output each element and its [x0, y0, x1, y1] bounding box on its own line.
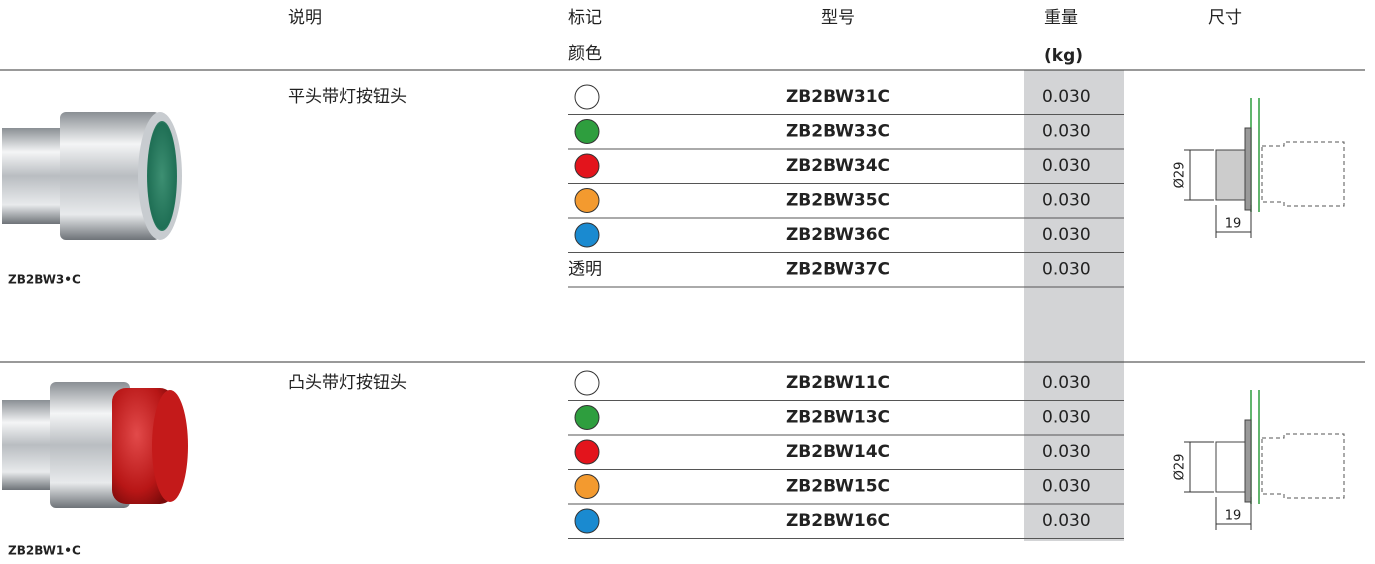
weight: 0.030	[1042, 225, 1091, 245]
model: ZB2BW35C	[786, 191, 890, 211]
product-code: ZB2BW1•C	[8, 544, 81, 558]
dimension-drawing: Ø29 19	[1173, 98, 1345, 238]
model: ZB2BW36C	[786, 225, 890, 245]
color-swatch	[574, 370, 600, 396]
weight: 0.030	[1042, 442, 1091, 462]
weight: 0.030	[1042, 191, 1091, 211]
weight: 0.030	[1042, 373, 1091, 393]
product-image	[2, 112, 182, 240]
color-swatch	[574, 439, 600, 465]
body-outline	[1244, 127, 1252, 211]
weight: 0.030	[1042, 260, 1091, 280]
model: ZB2BW31C	[786, 87, 890, 107]
model: ZB2BW14C	[786, 442, 890, 462]
weight: 0.030	[1042, 87, 1091, 107]
weight: 0.030	[1042, 156, 1091, 176]
color-swatch	[574, 508, 600, 534]
head-outline	[1215, 441, 1246, 493]
color-swatch	[574, 119, 600, 144]
weight: 0.030	[1042, 477, 1091, 497]
header-weight: 重量	[1044, 8, 1078, 28]
dim-label: 19	[1225, 217, 1242, 232]
header-description: 说明	[288, 8, 322, 28]
color-swatch	[574, 474, 600, 499]
model: ZB2BW33C	[786, 122, 890, 142]
header-weight-unit: (kg)	[1044, 46, 1083, 66]
color-swatch	[574, 84, 600, 110]
header-color: 标记	[568, 8, 602, 28]
model: ZB2BW34C	[786, 156, 890, 176]
dim-label: Ø29	[1173, 162, 1188, 189]
weight: 0.030	[1042, 511, 1091, 531]
description: 凸头带灯按钮头	[288, 373, 407, 393]
color-swatch	[574, 153, 600, 179]
model: ZB2BW15C	[786, 477, 890, 497]
hidden-outline	[1261, 433, 1345, 499]
weight: 0.030	[1042, 408, 1091, 428]
header-model: 型号	[821, 8, 855, 28]
dim-label: 19	[1225, 509, 1242, 524]
model: ZB2BW16C	[786, 511, 890, 531]
hidden-outline	[1261, 141, 1345, 207]
model: ZB2BW11C	[786, 373, 890, 393]
header-color: 颜色	[568, 44, 602, 64]
model: ZB2BW13C	[786, 408, 890, 428]
color-swatch	[574, 222, 600, 248]
head-outline	[1215, 149, 1246, 201]
color-swatch	[574, 405, 600, 430]
header-dimensions: 尺寸	[1208, 8, 1242, 28]
dim-label: Ø29	[1173, 454, 1188, 481]
product-image	[2, 382, 188, 508]
weight: 0.030	[1042, 122, 1091, 142]
color-text: 透明	[568, 260, 602, 280]
dimension-drawing: Ø29 19	[1173, 390, 1345, 530]
product-code: ZB2BW3•C	[8, 273, 81, 287]
description: 平头带灯按钮头	[288, 87, 407, 107]
color-swatch	[574, 188, 600, 213]
model: ZB2BW37C	[786, 260, 890, 280]
body-outline	[1244, 419, 1252, 503]
